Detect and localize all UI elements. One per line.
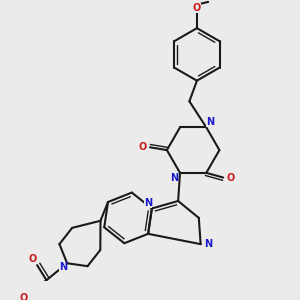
Text: N: N <box>204 239 212 249</box>
Text: O: O <box>138 142 147 152</box>
Text: N: N <box>206 117 214 127</box>
Text: O: O <box>28 254 37 264</box>
Text: N: N <box>170 172 178 182</box>
Text: O: O <box>226 172 235 182</box>
Text: N: N <box>59 262 68 272</box>
Text: O: O <box>20 293 28 300</box>
Text: O: O <box>193 2 201 13</box>
Text: N: N <box>144 198 152 208</box>
